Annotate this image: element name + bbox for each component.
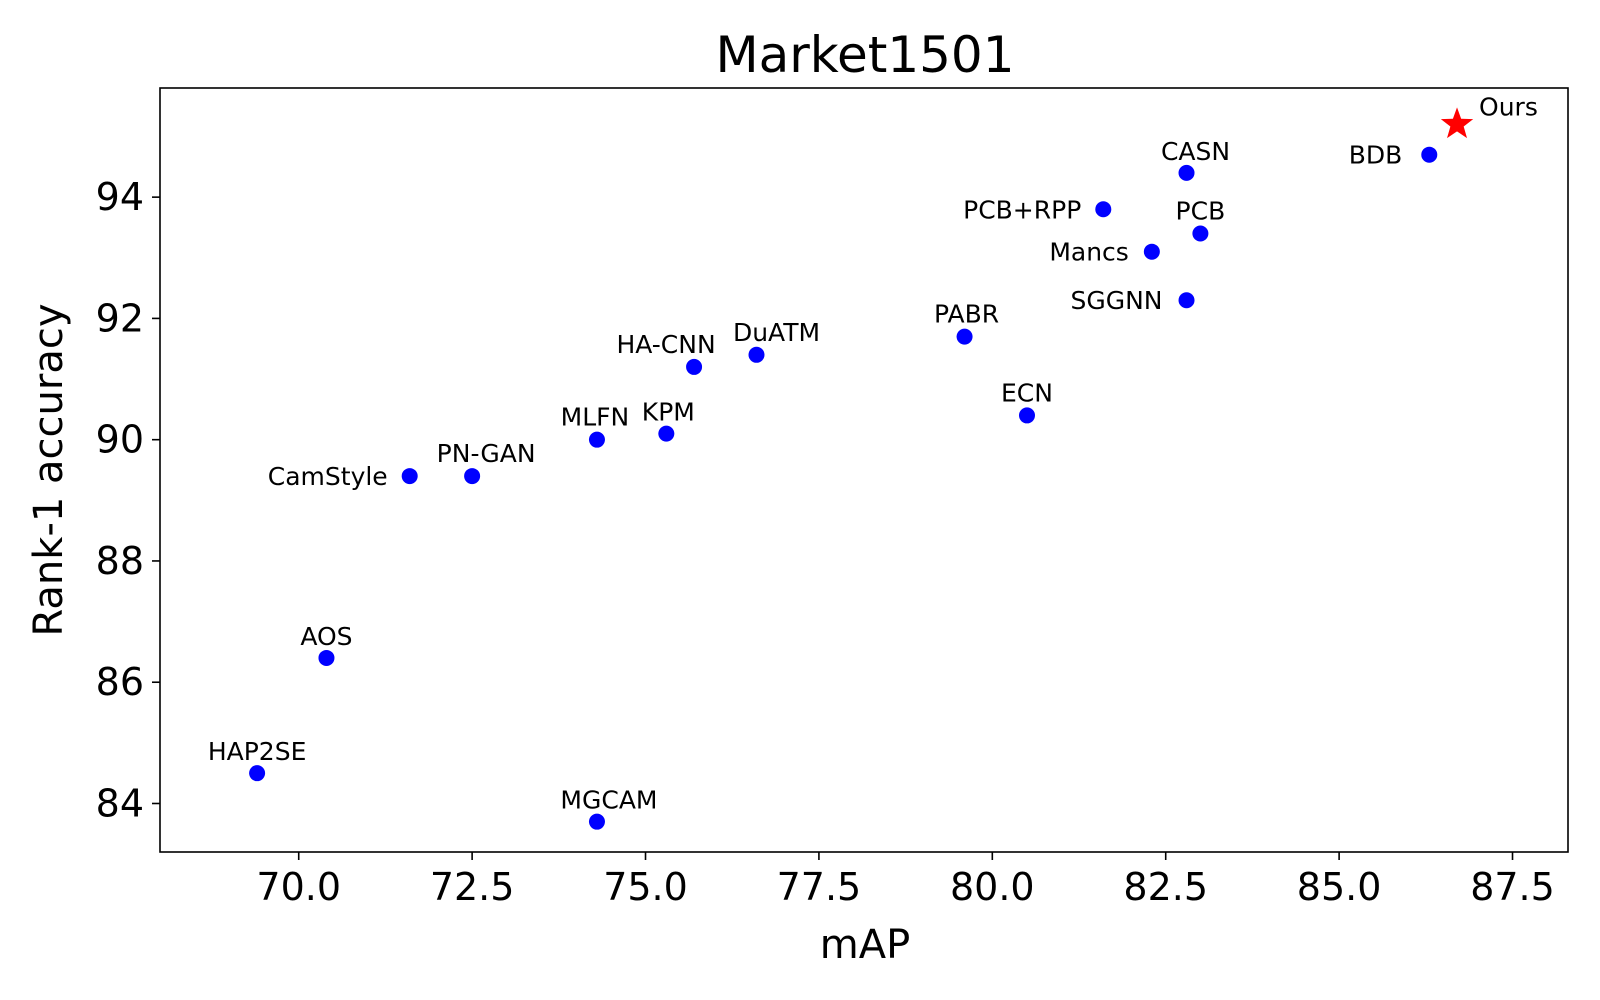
y-tick-label: 90 — [96, 418, 144, 462]
data-point-duatm — [748, 346, 765, 363]
data-points — [249, 107, 1474, 830]
point-label-duatm: DuATM — [733, 318, 820, 347]
point-label-pn-gan: PN-GAN — [437, 439, 536, 468]
data-point-kpm — [658, 425, 675, 442]
data-point-hap2se — [249, 765, 266, 782]
data-point-pcb — [1192, 225, 1209, 242]
plot-area — [159, 87, 1569, 853]
chart-title: Market1501 — [715, 26, 1014, 84]
x-tick-label: 72.5 — [430, 865, 515, 909]
x-tick-label: 77.5 — [777, 865, 862, 909]
data-point-mgcam — [588, 813, 605, 830]
data-point-sggnn — [1178, 292, 1195, 309]
data-point-mlfn — [588, 431, 605, 448]
point-labels: HAP2SE AOS CamStyle PN-GAN MGCAM MLFN KPM HA-CN… — [208, 92, 1538, 814]
y-axis-ticks: 84 86 88 90 92 94 — [96, 175, 160, 825]
point-label-ours: Ours — [1479, 92, 1538, 121]
point-label-pabr: PABR — [934, 300, 999, 329]
data-point-aos — [318, 649, 335, 666]
y-tick-label: 88 — [96, 539, 144, 583]
data-point-pcb-rpp — [1095, 201, 1112, 218]
y-tick-label: 94 — [96, 175, 144, 219]
data-point-casn — [1178, 164, 1195, 181]
x-tick-label: 87.5 — [1470, 865, 1555, 909]
y-axis-label: Rank-1 accuracy — [26, 303, 72, 636]
point-label-pcb-rpp: PCB+RPP — [963, 195, 1081, 224]
plot-frame — [159, 87, 1569, 853]
x-axis-label: mAP — [820, 922, 910, 968]
data-point-mancs — [1143, 243, 1160, 260]
y-tick-label: 84 — [96, 781, 144, 825]
point-label-mlfn: MLFN — [561, 403, 630, 432]
point-label-casn: CASN — [1161, 137, 1230, 166]
point-label-sggnn: SGGNN — [1070, 286, 1162, 315]
point-label-ha-cnn: HA-CNN — [616, 330, 715, 359]
point-label-mgcam: MGCAM — [560, 786, 657, 815]
y-tick-label: 86 — [96, 660, 144, 704]
x-tick-label: 75.0 — [603, 865, 688, 909]
data-point-ecn — [1018, 407, 1035, 424]
data-point-pn-gan — [464, 468, 481, 485]
y-tick-label: 92 — [96, 296, 144, 340]
data-point-ours — [1440, 107, 1474, 139]
point-label-mancs: Mancs — [1049, 238, 1129, 267]
x-tick-label: 85.0 — [1297, 865, 1382, 909]
point-label-hap2se: HAP2SE — [208, 737, 307, 766]
x-tick-label: 82.5 — [1123, 865, 1208, 909]
x-tick-label: 80.0 — [950, 865, 1035, 909]
data-point-pabr — [956, 328, 973, 345]
point-label-camstyle: CamStyle — [268, 462, 388, 491]
data-point-ha-cnn — [686, 358, 703, 375]
point-label-aos: AOS — [300, 622, 352, 651]
point-label-ecn: ECN — [1001, 378, 1053, 407]
x-tick-label: 70.0 — [256, 865, 341, 909]
point-label-bdb: BDB — [1349, 141, 1403, 170]
data-point-bdb — [1421, 146, 1438, 163]
point-label-kpm: KPM — [642, 398, 695, 427]
x-axis-ticks: 70.0 72.5 75.0 77.5 80.0 82.5 85.0 87.5 — [256, 852, 1555, 909]
point-label-pcb: PCB — [1176, 197, 1226, 226]
data-point-camstyle — [401, 468, 418, 485]
